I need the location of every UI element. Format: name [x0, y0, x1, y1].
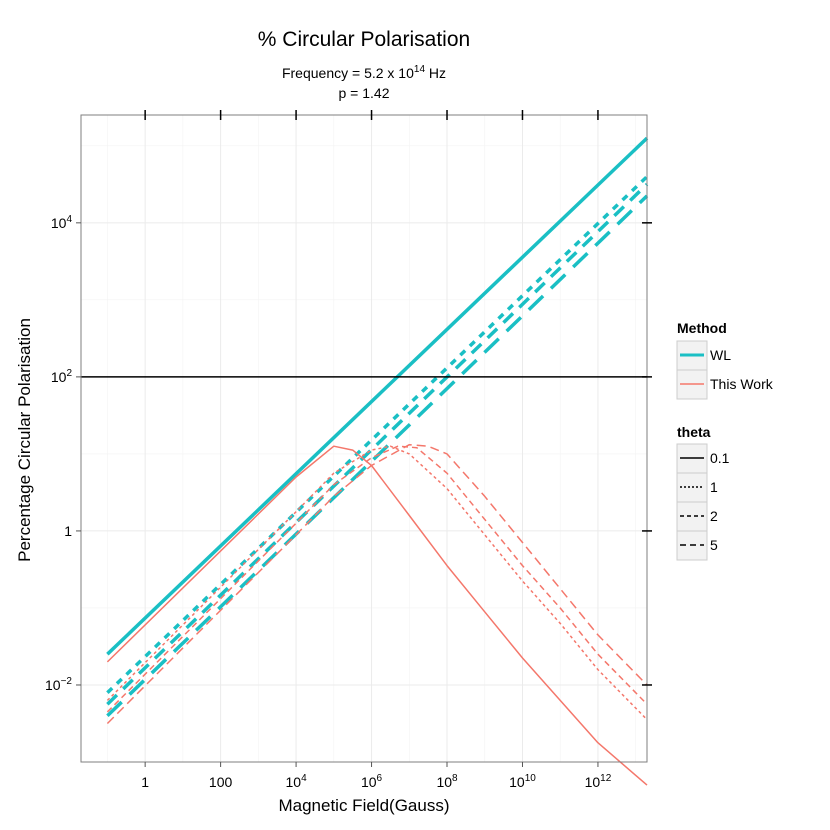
legend-label-theta-0.1: 0.1	[710, 450, 730, 466]
series-this-work-theta-2	[106, 445, 648, 713]
legend-label-wl: WL	[710, 347, 731, 363]
legend: Method WL This Work theta 0.1 1 2 5	[676, 320, 774, 561]
plot-panel	[81, 115, 647, 762]
y-tick-label: 104	[51, 214, 73, 231]
legend-method-title: Method	[677, 320, 727, 336]
x-tick-label: 100	[209, 774, 233, 790]
x-tick-label: 1010	[509, 773, 536, 790]
legend-label-theta-1: 1	[710, 479, 718, 495]
data-series	[81, 136, 649, 786]
legend-label-theta-5: 5	[710, 537, 718, 553]
x-tick-label: 1012	[585, 773, 612, 790]
x-tick-label: 1	[141, 774, 149, 790]
x-tick-label: 108	[436, 773, 458, 790]
axes: 1 100 104 106 108 1010 1012 10−2 1 102 104	[45, 110, 652, 790]
y-tick-label: 1	[64, 523, 72, 539]
series-this-work-theta-0.1	[106, 445, 648, 786]
legend-label-thiswork: This Work	[710, 376, 774, 392]
x-tick-label: 104	[286, 773, 308, 790]
legend-label-theta-2: 2	[710, 508, 718, 524]
chart-title: % Circular Polarisation	[258, 28, 470, 51]
legend-theta-title: theta	[677, 424, 711, 440]
series-wl-theta-0.1	[106, 136, 649, 656]
plot-background	[81, 115, 647, 762]
series-this-work-theta-5	[106, 443, 648, 725]
chart-subtitle-frequency: Frequency = 5.2 x 1014 Hz	[282, 64, 446, 81]
chart-subtitle-p: p = 1.42	[339, 85, 390, 101]
x-tick-label: 106	[361, 773, 383, 790]
x-axis-label: Magnetic Field(Gauss)	[278, 796, 449, 815]
y-axis-label: Percentage Circular Polarisation	[15, 318, 34, 562]
plot-border	[80, 114, 648, 763]
series-wl-theta-1	[106, 175, 649, 694]
series-wl-theta-2	[106, 183, 649, 706]
y-tick-label: 10−2	[45, 676, 72, 693]
y-tick-label: 102	[51, 368, 73, 385]
